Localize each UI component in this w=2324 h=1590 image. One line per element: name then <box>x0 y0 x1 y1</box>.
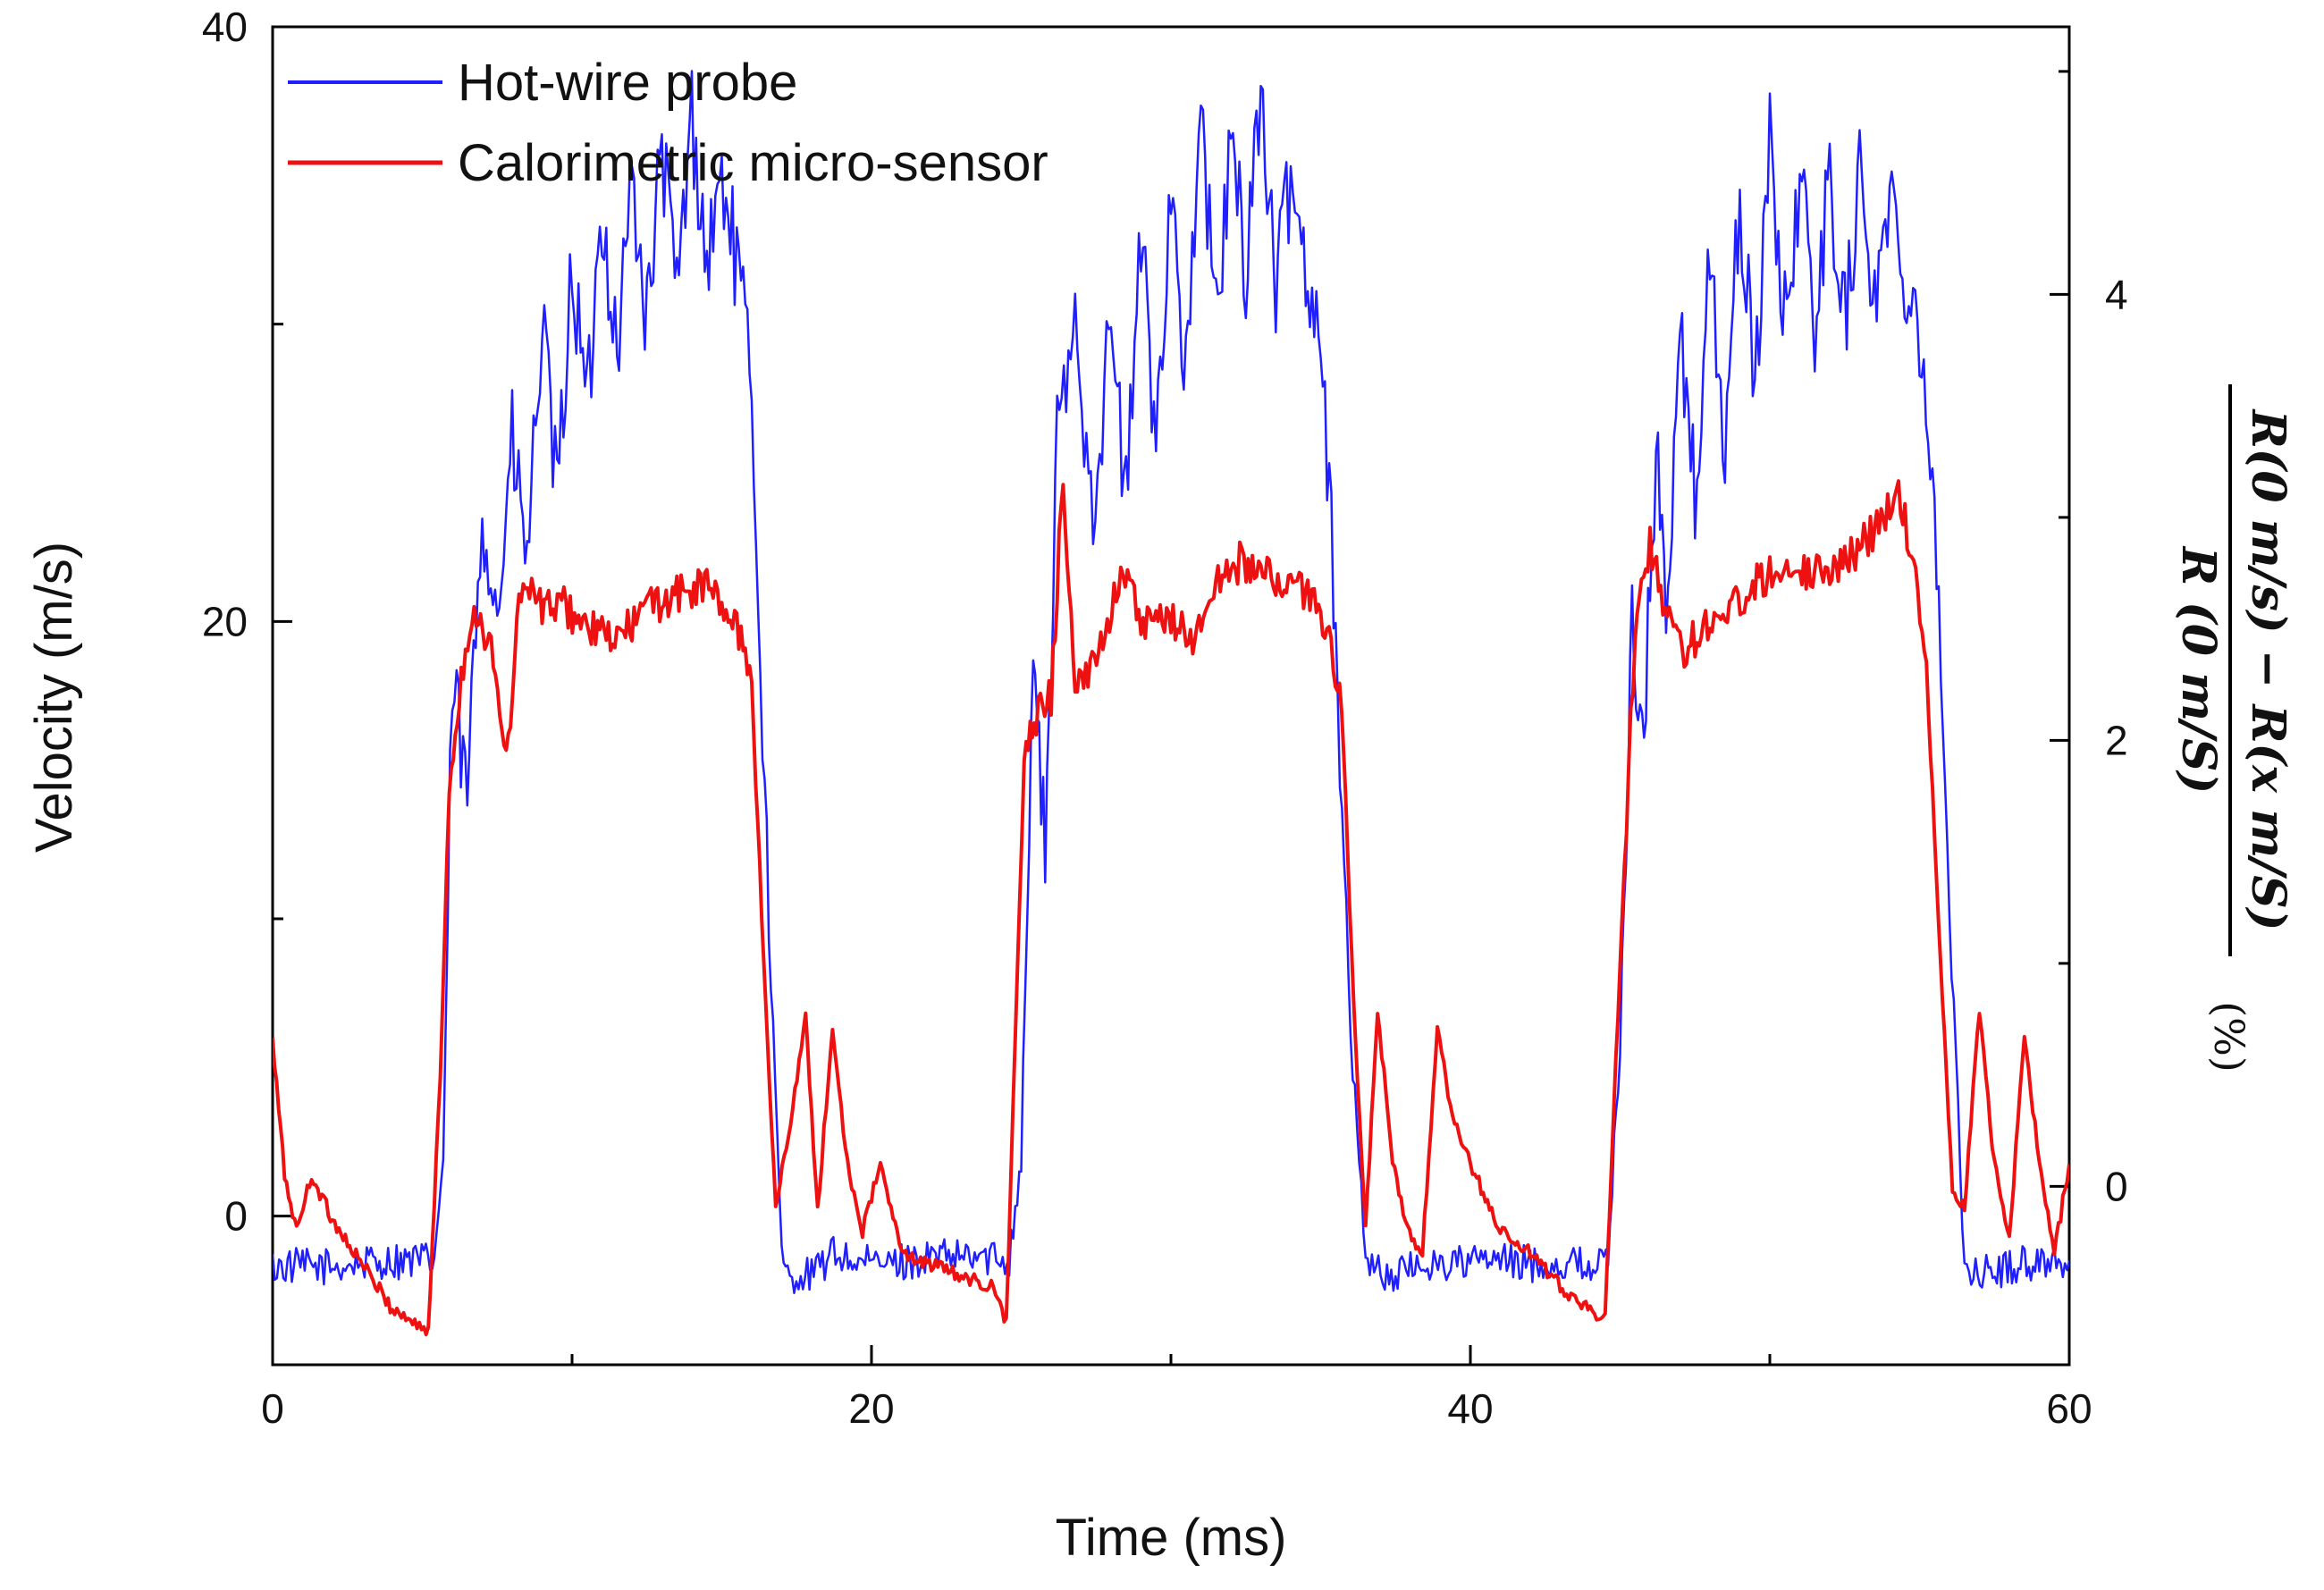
y2-title-suffix: (%) <box>2205 1001 2253 1073</box>
y2-tick-label-4: 4 <box>2105 271 2128 317</box>
tick-marks <box>271 25 2071 1365</box>
y-tick-label-0: 0 <box>224 1193 248 1240</box>
y2-axis-title: R(0 m/s) − R(x m/S) R (0 m/S) (%) <box>2171 384 2295 1073</box>
series-layer <box>273 70 2069 1337</box>
series-line-calorimetric-micro-sensor <box>273 479 2069 1337</box>
y-axis-title: Velocity (m/s) <box>25 542 83 853</box>
plot-area <box>271 25 2071 1367</box>
y-tick-label-40: 40 <box>202 4 248 50</box>
x-tick-label-0: 0 <box>261 1385 284 1432</box>
y-tick-label-20: 20 <box>202 598 248 644</box>
x-tick-label-60: 60 <box>2046 1385 2092 1432</box>
y2-tick-label-2: 2 <box>2105 717 2128 763</box>
legend-label-hot-wire: Hot-wire probe <box>458 54 797 112</box>
legend-label-calorimetric: Calorimetric micro-sensor <box>458 134 1048 192</box>
x-tick-label-40: 40 <box>1447 1385 1493 1432</box>
tick-labels: 0 20 40 60 0 20 40 0 2 4 <box>202 4 2128 1432</box>
x-tick-label-20: 20 <box>848 1385 894 1432</box>
x-axis-title: Time (ms) <box>1056 1509 1287 1567</box>
y2-title-denominator: R (0 m/S) <box>2171 545 2226 794</box>
y2-tick-label-0: 0 <box>2105 1163 2128 1209</box>
y2-title-numerator: R(0 m/s) − R(x m/S) <box>2241 408 2295 931</box>
legend: Hot-wire probe Calorimetric micro-sensor <box>288 54 1048 192</box>
series-line-hot-wire-probe <box>273 70 2069 1294</box>
